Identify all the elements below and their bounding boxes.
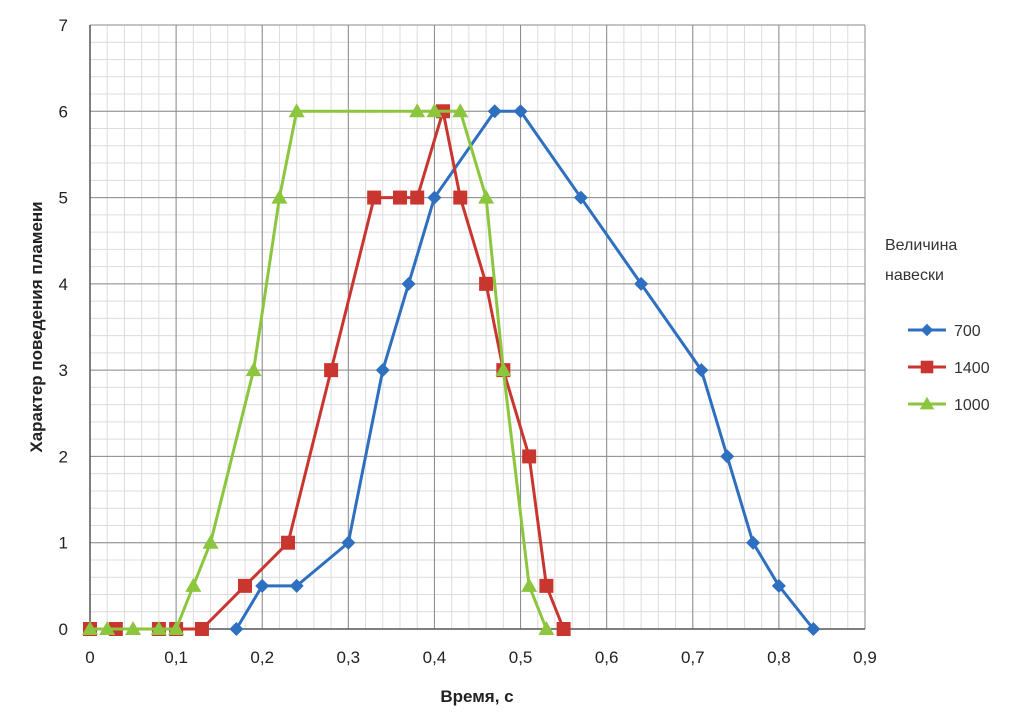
major-gridlines (89, 24, 866, 630)
x-tick-label: 0,8 (767, 648, 791, 667)
data-point-700 (694, 363, 709, 378)
y-tick-label: 1 (59, 534, 68, 553)
data-point-700 (720, 449, 735, 464)
series-700 (229, 104, 821, 636)
data-point-1400 (539, 578, 554, 593)
data-point-1000 (99, 621, 116, 635)
data-point-1400 (393, 190, 407, 205)
x-tick-label: 0,5 (509, 648, 533, 667)
data-point-700 (401, 276, 416, 291)
data-point-1400 (238, 578, 252, 593)
axes (89, 25, 865, 630)
legend-title-line-2: навески (885, 267, 944, 284)
x-tick-label: 0,2 (250, 648, 274, 667)
data-point-1000 (409, 103, 426, 118)
data-point-1000 (202, 534, 219, 549)
x-tick-label: 0,3 (337, 648, 361, 667)
data-point-1400 (194, 622, 209, 636)
data-point-1000 (168, 621, 185, 635)
data-point-1400 (556, 622, 571, 636)
plot-background (90, 25, 865, 629)
data-point-1400 (410, 190, 425, 205)
x-tick-label: 0,1 (164, 648, 188, 667)
y-tick-label: 2 (59, 447, 68, 466)
legend-label: 700 (954, 323, 981, 340)
data-point-1000 (538, 621, 555, 635)
data-point-700 (634, 276, 649, 291)
data-point-700 (573, 190, 588, 205)
data-point-1000 (288, 103, 305, 118)
series-1000 (82, 103, 555, 635)
x-tick-label: 0,6 (595, 648, 619, 667)
y-tick-label: 6 (59, 102, 68, 121)
data-point-700 (375, 363, 390, 378)
data-point-700 (341, 535, 356, 550)
data-point-1400 (324, 363, 339, 378)
x-tick-label: 0 (85, 648, 94, 667)
legend-entry-1000: 1000 (908, 396, 990, 414)
y-tick-label: 3 (59, 361, 68, 380)
data-point-1400 (453, 190, 468, 205)
data-point-1000 (426, 103, 443, 118)
data-point-700 (229, 622, 244, 636)
legend-title-line-1: Величина (885, 237, 957, 254)
data-point-1000 (82, 621, 98, 635)
x-axis-tick-labels: 0 0,1 0,2 0,3 0,4 0,5 0,6 0,7 0,8 0,9 (85, 648, 877, 667)
data-point-1000 (125, 621, 142, 635)
series-layer (82, 103, 821, 636)
y-axis-title: Характер поведения пламени (27, 201, 46, 452)
y-tick-label: 0 (59, 620, 68, 639)
data-point-700 (427, 190, 442, 205)
data-point-1000 (495, 362, 512, 377)
data-point-700 (289, 578, 304, 593)
legend-entries: 700 1400 1000 (908, 323, 990, 414)
data-point-700 (487, 104, 502, 119)
data-point-1000 (271, 189, 288, 204)
data-point-700 (746, 535, 761, 550)
data-point-1000 (150, 621, 167, 635)
y-axis-tick-labels: 0 1 2 3 4 5 6 7 (59, 16, 68, 639)
data-point-1400 (281, 535, 296, 550)
data-point-700 (771, 578, 786, 593)
data-point-1000 (452, 103, 469, 118)
legend-entry-700: 700 (908, 323, 981, 340)
y-tick-label: 7 (59, 16, 68, 35)
data-point-1000 (919, 396, 935, 410)
data-point-1000 (185, 577, 202, 592)
y-tick-label: 5 (59, 189, 68, 208)
data-point-1400 (479, 276, 494, 291)
data-point-1400 (367, 190, 382, 205)
legend: Величина навески 700 1400 1000 (885, 237, 990, 414)
data-point-700 (806, 622, 821, 636)
data-point-1000 (521, 577, 538, 592)
data-point-700 (255, 578, 270, 593)
series-line-700 (235, 109, 815, 630)
data-point-1000 (245, 362, 262, 377)
data-point-700 (513, 104, 528, 119)
x-tick-label: 0,9 (853, 648, 877, 667)
y-tick-label: 4 (59, 275, 68, 294)
x-tick-label: 0,4 (423, 648, 447, 667)
legend-label: 1400 (954, 360, 990, 377)
data-point-1400 (522, 449, 537, 464)
data-point-1400 (920, 360, 934, 374)
x-axis-title: Время, с (440, 687, 513, 706)
legend-label: 1000 (954, 397, 990, 414)
legend-entry-1400: 1400 (908, 360, 990, 377)
data-point-1000 (478, 189, 495, 204)
x-tick-label: 0,7 (681, 648, 705, 667)
data-point-700 (920, 323, 934, 337)
